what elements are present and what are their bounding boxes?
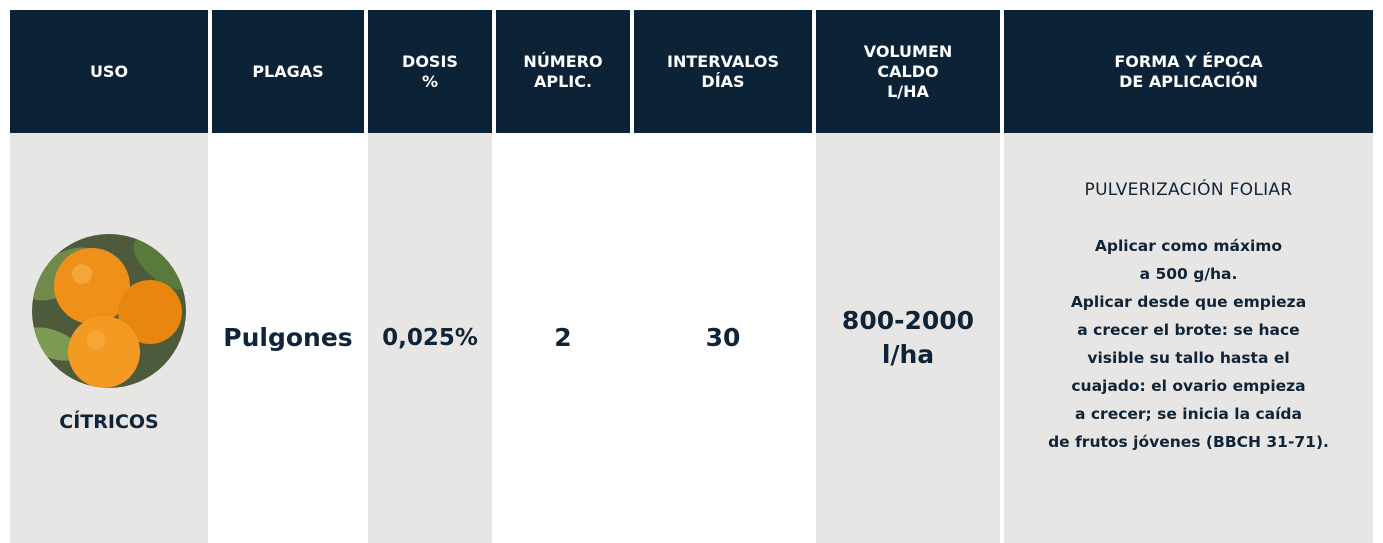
dosis-text: 0,025%: [382, 321, 478, 355]
header-text: USO: [90, 62, 128, 82]
uso-text: CÍTRICOS: [10, 411, 208, 433]
header-cell: PLAGAS: [212, 10, 364, 133]
forma-title: PULVERIZACIÓN FOLIAR: [1085, 180, 1293, 200]
header-text: VOLUMEN: [864, 42, 953, 62]
page: Tabla de aplicación {"table": { "header"…: [0, 0, 1383, 543]
dosis-cell: 0,025%: [368, 133, 492, 543]
forma-line: a crecer el brote: se hace: [1077, 316, 1299, 344]
header-text: FORMA Y ÉPOCA: [1114, 52, 1262, 72]
uso-cell: CÍTRICOS: [10, 133, 208, 543]
numero-text: 2: [554, 321, 571, 355]
forma-line: cuajado: el ovario empieza: [1071, 372, 1305, 400]
forma-line: de frutos jóvenes (BBCH 31-71).: [1048, 428, 1329, 456]
header-cell: DOSIS%: [368, 10, 492, 133]
numero-cell: 2: [496, 133, 630, 543]
header-cell: USO: [10, 10, 208, 133]
volumen-text: 800-2000: [842, 304, 974, 338]
forma-line: Aplicar desde que empieza: [1071, 288, 1306, 316]
header-text: INTERVALOS: [667, 52, 779, 72]
forma-line: a crecer; se inicia la caída: [1075, 400, 1302, 428]
header-text: DOSIS: [402, 52, 458, 72]
header-text: NÚMERO: [523, 52, 602, 72]
header-text: PLAGAS: [252, 62, 323, 82]
volumen-text: l/ha: [882, 338, 934, 372]
citrus-image: [32, 234, 186, 388]
forma-line: visible su tallo hasta el: [1087, 344, 1289, 372]
header-text: CALDO: [877, 62, 938, 82]
intervalos-text: 30: [706, 321, 741, 355]
forma-line: a 500 g/ha.: [1140, 260, 1238, 288]
body: USO PLAGAS DOSIS% NÚMEROAPLIC. INTERVALO…: [0, 0, 1383, 543]
header-text: DE APLICACIÓN: [1119, 72, 1258, 92]
plagas-text: Pulgones: [223, 321, 352, 355]
plagas-cell: Pulgones: [212, 133, 364, 543]
header-text: %: [422, 72, 438, 92]
header-text: DÍAS: [701, 72, 744, 92]
header-text: L/HA: [887, 82, 929, 102]
intervalos-cell: 30: [634, 133, 812, 543]
header-text: APLIC.: [534, 72, 592, 92]
forma-cell: PULVERIZACIÓN FOLIAR Aplicar como máximo…: [1004, 133, 1373, 543]
forma-line: Aplicar como máximo: [1095, 232, 1282, 260]
